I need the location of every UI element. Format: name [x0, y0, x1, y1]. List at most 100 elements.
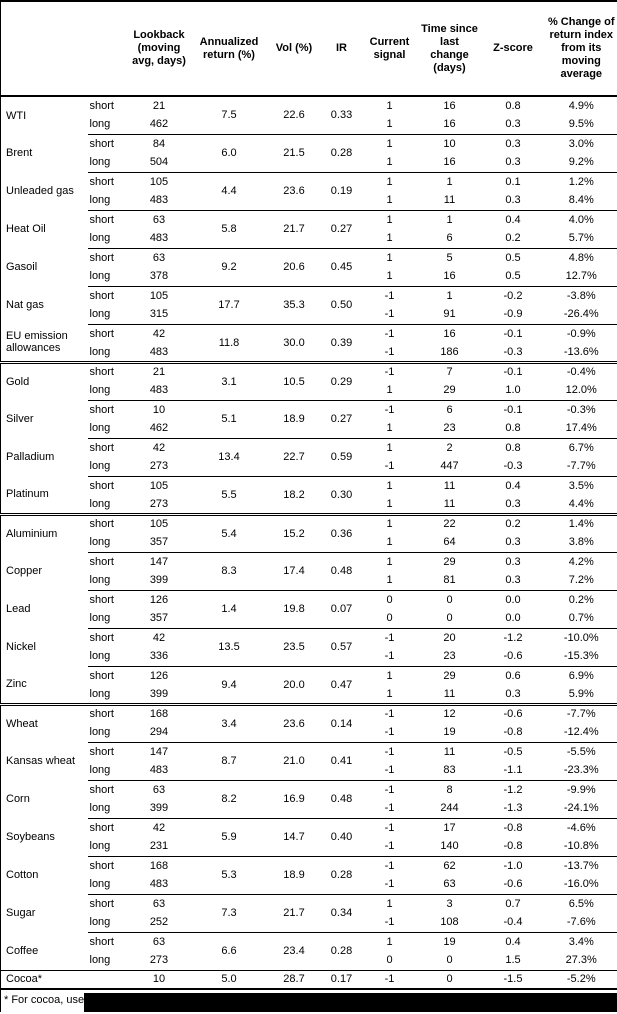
vol-value: 21.7: [265, 209, 323, 248]
table-row: long 357 0 0 0.0 0.7%: [1, 609, 617, 628]
pct-change-value: 9.2%: [568, 156, 594, 169]
side-label: short: [87, 437, 126, 457]
side-label: long: [89, 118, 111, 131]
current-signal-value: -1: [360, 399, 419, 419]
table-row: long 399 1 81 0.3 7.2%: [1, 571, 617, 590]
zscore-value: 0.5: [505, 270, 521, 283]
header-annualized-return: Annualized return (%): [192, 1, 266, 97]
ir-value: 0.40: [322, 817, 361, 856]
lookback-value: 483: [149, 345, 169, 358]
vol-value: 18.9: [265, 399, 323, 438]
pct-change-value: -0.9%: [545, 323, 617, 343]
commodity-name: Brent: [6, 147, 33, 159]
commodity-name: Lead: [6, 603, 31, 615]
zscore-value: 0.6: [480, 665, 546, 685]
side-label: long: [89, 270, 111, 283]
table-header: Lookback (moving avg, days) Annualized r…: [0, 1, 617, 97]
current-signal-value: 1: [360, 931, 419, 951]
time-since-change-value: 19: [443, 726, 456, 739]
table-row: Gasoil short 63 9.2 20.6 0.45 1 5 0.5 4.8%: [1, 247, 617, 286]
redaction-bar: [84, 993, 617, 1012]
lookback-value: 105: [125, 171, 193, 191]
ir-value: 0.59: [322, 437, 361, 476]
time-since-change-value: 0: [418, 589, 481, 609]
table-row: long 231 -1 140 -0.8 -10.8%: [1, 837, 617, 856]
table-row: Platinum short 105 5.5 18.2 0.30 1 11 0.4 3.5%: [1, 475, 617, 514]
lookback-value: 168: [125, 855, 193, 875]
time-since-change-value: 1: [418, 171, 481, 191]
vol-value: 19.8: [265, 589, 323, 628]
lookback-value: 126: [125, 589, 193, 609]
zscore-value: 0.3: [480, 133, 546, 153]
current-signal-value: 0: [386, 954, 393, 967]
vol-value: 16.9: [265, 779, 323, 818]
vol-value: 23.5: [265, 627, 323, 666]
current-signal-value: -1: [360, 817, 419, 837]
ir-value: 0.48: [322, 779, 361, 818]
side-label: long: [89, 612, 111, 625]
table-row: EU emission allowances short 42 11.8 30.0 0.3…: [1, 323, 617, 362]
table-row: Cocoa* 10 5.0 28.7 0.17 -1 0 -1.5 -5.2%: [0, 969, 617, 989]
ir-value: 0.29: [322, 360, 361, 400]
pct-change-value: 4.0%: [545, 209, 617, 229]
side-label: long: [89, 308, 111, 321]
lookback-value: 504: [149, 156, 169, 169]
lookback-value: 294: [149, 726, 169, 739]
header-row: Lookback (moving avg, days) Annualized r…: [0, 1, 617, 97]
lookback-value: 84: [125, 133, 193, 153]
lookback-value: 357: [149, 536, 169, 549]
pct-change-value: -0.4%: [545, 360, 617, 381]
pct-change-value: 3.0%: [545, 133, 617, 153]
commodity-name: Sugar: [6, 907, 36, 919]
lookback-value: 483: [149, 384, 169, 397]
ir-value: 0.41: [322, 741, 361, 780]
commodity-name: EU emission allowances: [6, 330, 68, 355]
annualized-return-value: 1.4: [192, 589, 266, 628]
time-since-change-value: 23: [443, 650, 456, 663]
time-since-change-value: 244: [440, 802, 459, 815]
zscore-value: 0.2: [480, 512, 546, 533]
ir-value: 0.36: [322, 512, 361, 552]
ir-value: 0.07: [322, 589, 361, 628]
side-label: short: [87, 171, 126, 191]
header-zscore: Z-score: [480, 1, 546, 97]
annualized-return-value: 11.8: [192, 323, 266, 362]
current-signal-value: 1: [386, 156, 393, 169]
time-since-change-value: 108: [440, 916, 459, 929]
annualized-return-value: 5.3: [192, 855, 266, 894]
zscore-value: -0.4: [503, 916, 523, 929]
annualized-return-value: 5.1: [192, 399, 266, 438]
pct-change-value: -7.7%: [545, 702, 617, 723]
pct-change-value: -13.6%: [563, 345, 599, 358]
pct-change-value: -7.6%: [566, 916, 596, 929]
zscore-value: 0.4: [480, 209, 546, 229]
commodity-name: Wheat: [0, 702, 88, 742]
table-row: long 357 1 64 0.3 3.8%: [1, 533, 617, 552]
lookback-value: 399: [149, 687, 169, 700]
pct-change-value: -26.4%: [563, 308, 599, 321]
zscore-value: 0.2: [505, 232, 521, 245]
zscore-value: 0.3: [505, 574, 521, 587]
pct-change-value: 0.7%: [568, 612, 594, 625]
commodity-name: Corn: [6, 793, 30, 805]
vol-value: 21.7: [265, 893, 323, 932]
pct-change-value: 6.9%: [545, 665, 617, 685]
commodity-name: Nat gas: [6, 299, 44, 311]
pct-change-value: 7.2%: [568, 574, 594, 587]
pct-change-value: -13.7%: [545, 855, 617, 875]
current-signal-value: -1: [384, 345, 395, 358]
current-signal-value: -1: [360, 969, 419, 989]
zscore-value: -0.1: [480, 323, 546, 343]
side-label: short: [87, 627, 126, 647]
pct-change-value: 4.9%: [568, 100, 594, 112]
time-since-change-value: 64: [443, 536, 456, 549]
side-label: long: [89, 232, 111, 245]
current-signal-value: 1: [386, 497, 393, 510]
zscore-value: 0.4: [480, 931, 546, 951]
side-label: long: [89, 536, 111, 549]
zscore-value: 0.0: [505, 612, 521, 625]
side-label: short: [87, 512, 126, 533]
table-row: Zinc short 126 9.4 20.0 0.47 1 29 0.6 6.9%: [1, 665, 617, 704]
commodity-name: Silver: [6, 413, 34, 425]
table-row: Nat gas short 105 17.7 35.3 0.50 -1 1 -0.2 -3.8%: [1, 285, 617, 324]
